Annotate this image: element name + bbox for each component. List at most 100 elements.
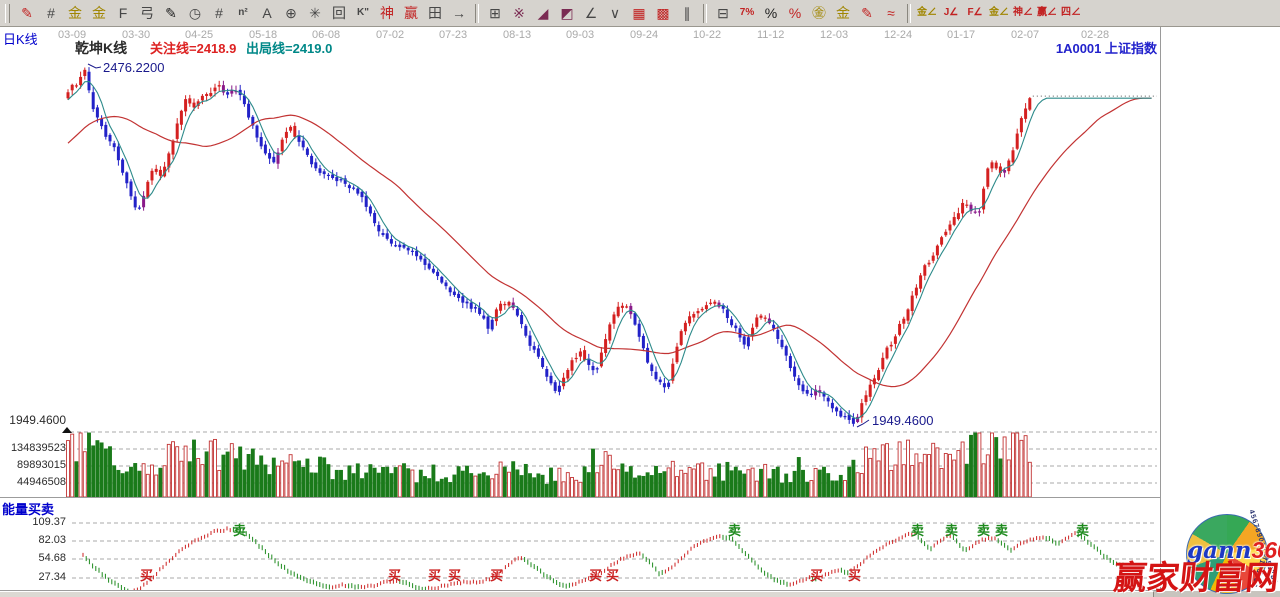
date-tick-label: 02-28: [1081, 29, 1110, 41]
date-tick-label: 12-24: [884, 29, 913, 41]
date-tick-label: 03-09: [58, 29, 87, 41]
buy-signal-label: 买: [140, 568, 154, 583]
sell-signal-label: 卖: [233, 523, 247, 538]
sell-signal-label: 卖: [945, 523, 959, 538]
tool-gold-circle-icon[interactable]: ㊎: [812, 5, 826, 21]
tool-gold-angle-icon[interactable]: 金∠: [917, 7, 937, 18]
tool-mark-pen-icon[interactable]: ✎: [165, 5, 177, 21]
date-tick-label: 03-30: [122, 29, 151, 41]
tool-ying-grid-icon[interactable]: 赢: [404, 5, 418, 21]
date-tick-label: 02-07: [1011, 29, 1040, 41]
sell-signal-label: 卖: [977, 523, 991, 538]
date-tick-label: 05-18: [249, 29, 278, 41]
oscillator-axis-label: 54.68: [38, 552, 66, 564]
tool-f-angle-icon[interactable]: F∠: [967, 7, 983, 18]
buy-signal-label: 买: [810, 568, 824, 583]
date-tick-label: 12-03: [820, 29, 849, 41]
logo-360-text: 360: [1251, 537, 1280, 563]
volume-axis-label: 134839523: [10, 442, 66, 454]
date-tick-label: 06-08: [312, 29, 341, 41]
oscillator-axis-label: 27.34: [38, 571, 66, 583]
tool-a-ruler-icon[interactable]: A: [262, 5, 272, 21]
tool-square-spiral-icon[interactable]: 回: [332, 5, 346, 21]
low-price-annotation: 1949.4600: [872, 413, 934, 428]
sell-signal-label: 卖: [911, 523, 925, 538]
date-tick-label: 04-25: [185, 29, 214, 41]
tool-shen-angle-icon[interactable]: 神∠: [1013, 7, 1033, 18]
date-tick-label: 07-02: [376, 29, 405, 41]
volume-axis-label: 44946508: [17, 476, 66, 488]
tool-time-cycle-icon[interactable]: ◷: [188, 5, 202, 21]
tool-slant-lines-icon[interactable]: ∥: [683, 5, 691, 21]
date-tick-label: 01-17: [947, 29, 976, 41]
logo-gann-text: gann: [1187, 537, 1252, 564]
tool-grid-icon[interactable]: #: [47, 5, 55, 21]
tool-gann-wheel-icon[interactable]: ✳: [309, 5, 321, 21]
tool-f-grid-icon[interactable]: F: [118, 5, 128, 21]
toolbar: ✎ # 金金 F 弓 ✎ ◷ # n² A ⊕ ✳ 回 K" 神赢田 → ⊞ ※ ◢ ◩ ∠ ∨ ▦ ▩ ∥ ⊟ 7%%% ㊎金 ✎ ≈ 金…: [0, 0, 1280, 27]
buy-signal-label: 买: [848, 568, 862, 583]
tool-percent-red-icon[interactable]: %: [788, 5, 802, 21]
buy-signal-label: 买: [490, 568, 504, 583]
tool-draw-pen-icon[interactable]: ✎: [21, 5, 33, 21]
attention-line-label: 关注线=2418.9: [150, 41, 237, 56]
tool-gold-grid-a-icon[interactable]: 金: [68, 5, 82, 21]
date-tick-label: 07-23: [439, 29, 468, 41]
date-tick-label: 10-22: [693, 29, 722, 41]
indicator-name-label: 乾坤K线: [75, 40, 128, 56]
panel-divider[interactable]: [1160, 27, 1161, 591]
tool-wave-icon[interactable]: ≈: [887, 5, 895, 21]
tool-ying-angle-icon[interactable]: 赢∠: [1037, 7, 1057, 18]
tool-end-arrow-icon[interactable]: →: [452, 5, 466, 21]
tool-box-rays-icon[interactable]: ◩: [560, 5, 574, 21]
toolbar-separator: [475, 3, 479, 23]
tool-gold-grid-b-icon[interactable]: 金: [92, 5, 106, 21]
position-marker-icon: [62, 427, 72, 433]
volume-axis-label: 89893015: [17, 459, 66, 471]
oscillator-axis-label: 82.03: [38, 534, 66, 546]
tool-gold-lines-icon[interactable]: 金: [836, 5, 850, 21]
tool-v-line-icon[interactable]: ∨: [609, 5, 621, 21]
tool-hash-grid-icon[interactable]: #: [215, 5, 223, 21]
tool-k-note-icon[interactable]: K": [357, 7, 369, 18]
date-tick-label: 09-03: [566, 29, 595, 41]
pane-separator: [0, 498, 1161, 499]
buy-signal-label: 买: [388, 568, 402, 583]
date-tick-label: 11-12: [757, 29, 785, 41]
sell-signal-label: 卖: [995, 523, 1009, 538]
symbol-label: 1A0001 上证指数: [1055, 41, 1157, 56]
tool-percent-slash-icon[interactable]: 7%: [739, 7, 755, 18]
tool-percent-icon[interactable]: %: [764, 5, 778, 21]
tool-ray-fan-icon[interactable]: ※: [513, 5, 525, 21]
tool-angle-line-icon[interactable]: ∠: [584, 5, 598, 21]
toolbar-drag-handle[interactable]: [5, 3, 10, 23]
pane-bottom-border: [0, 590, 1161, 591]
horizontal-scrollbar-thumb[interactable]: [0, 591, 1154, 597]
oscillator-title[interactable]: 能量买卖: [2, 502, 55, 517]
date-tick-label: 08-13: [503, 29, 532, 41]
tool-ruler-scale-icon[interactable]: ⊟: [717, 5, 729, 21]
tool-gold-angle-b-icon[interactable]: 金∠: [989, 7, 1009, 18]
tool-number-grid-icon[interactable]: 田: [428, 5, 442, 21]
tool-n-square-icon[interactable]: n²: [238, 7, 248, 18]
oscillator-axis-label: 109.37: [32, 516, 66, 528]
tool-circle-cross-icon[interactable]: ⊕: [285, 5, 297, 21]
gann360-logo-text: gann360: [1187, 537, 1280, 564]
gann360-logo-icon: [1186, 514, 1268, 594]
tool-fan-shape-icon[interactable]: ◢: [537, 5, 549, 21]
tool-brush-icon[interactable]: ✎: [861, 5, 873, 21]
tool-red-grid-b-icon[interactable]: ▩: [656, 5, 670, 21]
tool-j-angle-icon[interactable]: J∠: [943, 7, 959, 18]
tool-bow-grid-icon[interactable]: 弓: [140, 5, 154, 21]
pane-separator[interactable]: [0, 497, 1161, 498]
period-label[interactable]: 日K线: [3, 32, 38, 47]
tool-shen-grid-icon[interactable]: 神: [380, 5, 394, 21]
sell-signal-label: 卖: [1076, 523, 1090, 538]
site-watermark: 赢家财富网: [1111, 559, 1280, 596]
tool-box-select-icon[interactable]: ⊞: [489, 5, 501, 21]
date-tick-label: 09-24: [630, 29, 659, 41]
tool-si-angle-icon[interactable]: 四∠: [1061, 7, 1081, 18]
tool-red-grid-a-icon[interactable]: ▦: [632, 5, 646, 21]
buy-signal-label: 买: [589, 568, 603, 583]
